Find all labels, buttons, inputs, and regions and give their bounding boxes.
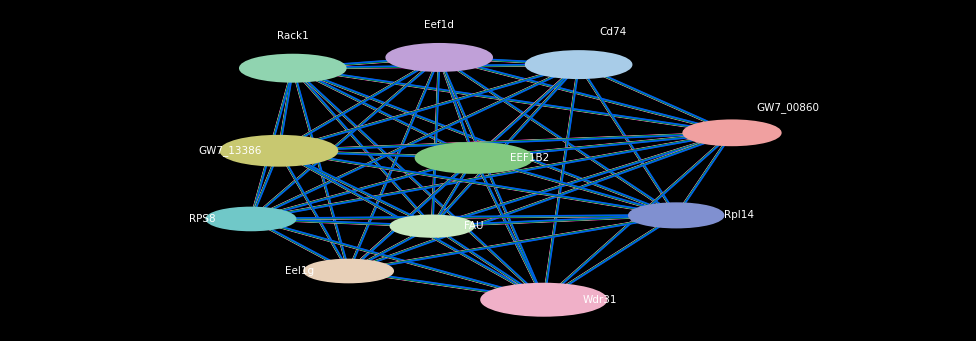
Text: RPS8: RPS8	[189, 214, 216, 224]
Text: Cd74: Cd74	[600, 27, 628, 37]
Circle shape	[629, 203, 723, 227]
Circle shape	[526, 51, 631, 78]
Text: EEF1B2: EEF1B2	[510, 153, 549, 163]
Circle shape	[386, 44, 492, 71]
Circle shape	[221, 136, 338, 166]
Text: Eef1d: Eef1d	[425, 20, 454, 30]
Circle shape	[240, 55, 346, 82]
Circle shape	[416, 143, 533, 173]
Circle shape	[481, 284, 606, 316]
Circle shape	[206, 207, 296, 231]
Text: Eel1g: Eel1g	[285, 266, 314, 276]
Text: Rpl14: Rpl14	[724, 210, 754, 220]
Text: GW7_13386: GW7_13386	[198, 145, 262, 156]
Text: Wdr31: Wdr31	[583, 295, 617, 305]
Circle shape	[683, 120, 781, 145]
Text: GW7_00860: GW7_00860	[756, 102, 819, 113]
Circle shape	[390, 216, 474, 237]
Text: Rack1: Rack1	[277, 31, 308, 41]
Text: FAU: FAU	[465, 221, 484, 231]
Circle shape	[304, 260, 393, 282]
